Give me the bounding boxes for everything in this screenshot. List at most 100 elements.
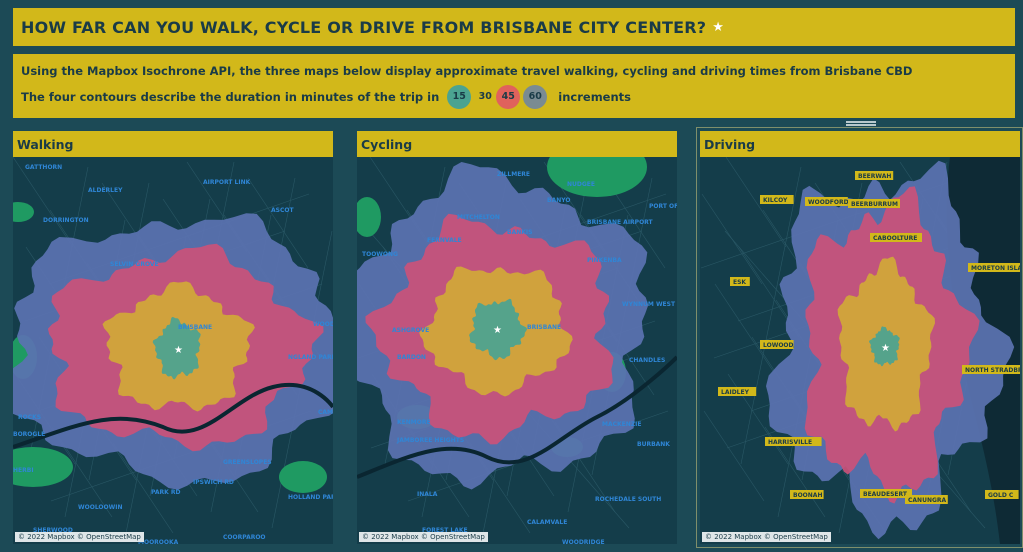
map-attribution[interactable]: © 2022 Mapbox © OpenStreetMap <box>15 532 144 542</box>
park-area <box>547 157 647 197</box>
driving-panel-title: Driving <box>700 131 1020 157</box>
place-label: WOOLOOWIN <box>78 504 123 511</box>
place-label: BURBANK <box>637 441 670 448</box>
place-label: CALAMVALE <box>527 519 567 526</box>
place-label-bg <box>765 437 822 446</box>
cycling-map-canvas[interactable]: ZILLMERE NUDGEE BANYO BRISBANE AIRPORT PORT … <box>357 157 677 544</box>
place-label: LAIDLEY <box>721 389 750 396</box>
walking-map[interactable]: GATTHORN ALDERLEY DORRINGTON ASCOT SELVIN GR… <box>13 157 333 544</box>
place-label: ROCKS <box>18 414 41 421</box>
road-line <box>725 157 787 248</box>
driving-map-canvas[interactable]: BEERWAH KILCOY WOODFORD BEERBURRUM CABOOLTUR… <box>700 157 1020 544</box>
description-line-2: The four contours describe the duration … <box>21 85 1015 109</box>
place-label: BARDON <box>397 354 426 361</box>
place-label: AIRPORT LINK <box>203 179 251 186</box>
road-line <box>740 166 802 465</box>
place-label: GREENSLOPES <box>223 459 272 466</box>
road-line <box>247 177 309 269</box>
river <box>357 355 677 479</box>
city-center-star-icon: ★ <box>174 345 183 356</box>
place-label: BRISBANE <box>527 324 561 331</box>
contour-15 <box>469 298 528 361</box>
contour-15 <box>869 326 900 367</box>
place-label: LOWOOD <box>763 342 794 349</box>
road-line <box>112 442 174 534</box>
place-label: BEAUDESERT <box>863 491 908 498</box>
place-label: BANYO <box>547 197 570 204</box>
place-label: BOONAH <box>793 492 822 499</box>
place-label-bg <box>860 489 912 498</box>
place-label: ROCHEDALE SOUTH <box>595 496 661 503</box>
place-label: MOOROOKA <box>138 539 179 544</box>
page-title: HOW FAR CAN YOU WALK, CYCLE OR DRIVE FRO… <box>21 18 707 37</box>
place-label: KENMORE <box>397 419 431 426</box>
driving-panel: Driving BEERWAH KILCOY WOODFORD BEERBURRUM C… <box>700 131 1020 544</box>
place-label: JAMBOREE HEIGHTS <box>396 437 464 444</box>
place-label: INALA <box>417 491 438 498</box>
park-area <box>13 202 34 222</box>
driving-map[interactable]: BEERWAH KILCOY WOODFORD BEERBURRUM CABOOLTUR… <box>700 157 1020 544</box>
resize-handle[interactable] <box>846 121 876 126</box>
place-label: MORETON ISLAND <box>971 265 1020 272</box>
cycling-panel: Cycling ZILLMERE NUDGEE BANYO BRISBANE AIRP… <box>357 131 677 544</box>
legend-45: 45 <box>496 85 521 109</box>
place-label: FOREST LAKE <box>422 527 468 534</box>
legend-15: 15 <box>447 85 472 109</box>
description-banner: Using the Mapbox Isochrone API, the thre… <box>13 54 1015 118</box>
place-label: NORTH STRADBROKE ISLAND <box>965 367 1020 374</box>
place-label: KILCOY <box>763 197 788 204</box>
road-line <box>714 283 776 375</box>
star-icon[interactable]: ★ <box>712 20 725 35</box>
place-label-bg <box>730 277 750 286</box>
description-line-1: Using the Mapbox Isochrone API, the thre… <box>21 64 913 78</box>
contour-15 <box>152 316 201 380</box>
description-suffix: increments <box>558 90 632 104</box>
place-label: BEERBURRUM <box>851 201 898 208</box>
place-label: HARRISVILLE <box>768 439 812 446</box>
description-prefix: The four contours describe the duration … <box>21 90 440 104</box>
place-label: MACKENZIE <box>602 421 641 428</box>
place-label: FERNVALE <box>427 237 462 244</box>
place-label: CAMP HI <box>318 409 333 416</box>
park-area <box>279 461 327 493</box>
place-label-bg <box>848 199 900 208</box>
place-label: NGLAND PARK <box>288 354 333 361</box>
place-label: BOROGLE <box>13 431 45 438</box>
cycling-map[interactable]: ZILLMERE NUDGEE BANYO BRISBANE AIRPORT PORT … <box>357 157 677 544</box>
cycling-panel-title: Cycling <box>357 131 677 157</box>
city-center-star-icon: ★ <box>881 343 890 354</box>
place-label: TOOWONG <box>362 251 398 258</box>
map-attribution[interactable]: © 2022 Mapbox © OpenStreetMap <box>702 532 831 542</box>
walking-panel-title: Walking <box>13 131 333 157</box>
legend-60: 60 <box>523 85 548 109</box>
place-label: WOODRIDGE <box>562 539 605 544</box>
place-label: SELVIN GROVE <box>110 261 159 268</box>
place-label: WOODS <box>313 321 333 328</box>
place-label: GOLD C <box>988 492 1014 499</box>
place-label: BRISBANE <box>178 324 212 331</box>
place-label-bg <box>870 233 922 242</box>
place-label: WYNNUM WEST <box>622 301 676 308</box>
place-label-bg <box>718 387 757 396</box>
river <box>13 383 333 449</box>
place-label-bg <box>985 490 1019 499</box>
place-label: WOODFORD <box>808 199 849 206</box>
road-line <box>703 410 765 502</box>
place-label-bg <box>905 495 948 504</box>
place-label-bg <box>760 195 794 204</box>
place-label-bg <box>790 490 824 499</box>
map-attribution[interactable]: © 2022 Mapbox © OpenStreetMap <box>359 532 488 542</box>
road-line <box>701 193 763 285</box>
place-label: DORRINGTON <box>43 217 89 224</box>
walking-map-canvas[interactable]: GATTHORN ALDERLEY DORRINGTON ASCOT SELVIN GR… <box>13 157 333 544</box>
place-label: BEERWAH <box>858 173 891 180</box>
park-area <box>13 447 73 487</box>
walking-panel: Walking GATTHORN ALDERLEY DORRINGTON ASCOT S… <box>13 131 333 544</box>
place-label: SHERWOOD <box>33 527 73 534</box>
place-label-bg <box>968 263 1020 272</box>
place-label: HERBI <box>13 467 34 474</box>
place-label: HOLLAND PAR <box>288 494 333 501</box>
place-label: CANUNGRA <box>908 497 947 504</box>
place-label: BRISBANE AIRPORT <box>587 219 654 226</box>
place-label: PARK RD <box>151 489 180 496</box>
